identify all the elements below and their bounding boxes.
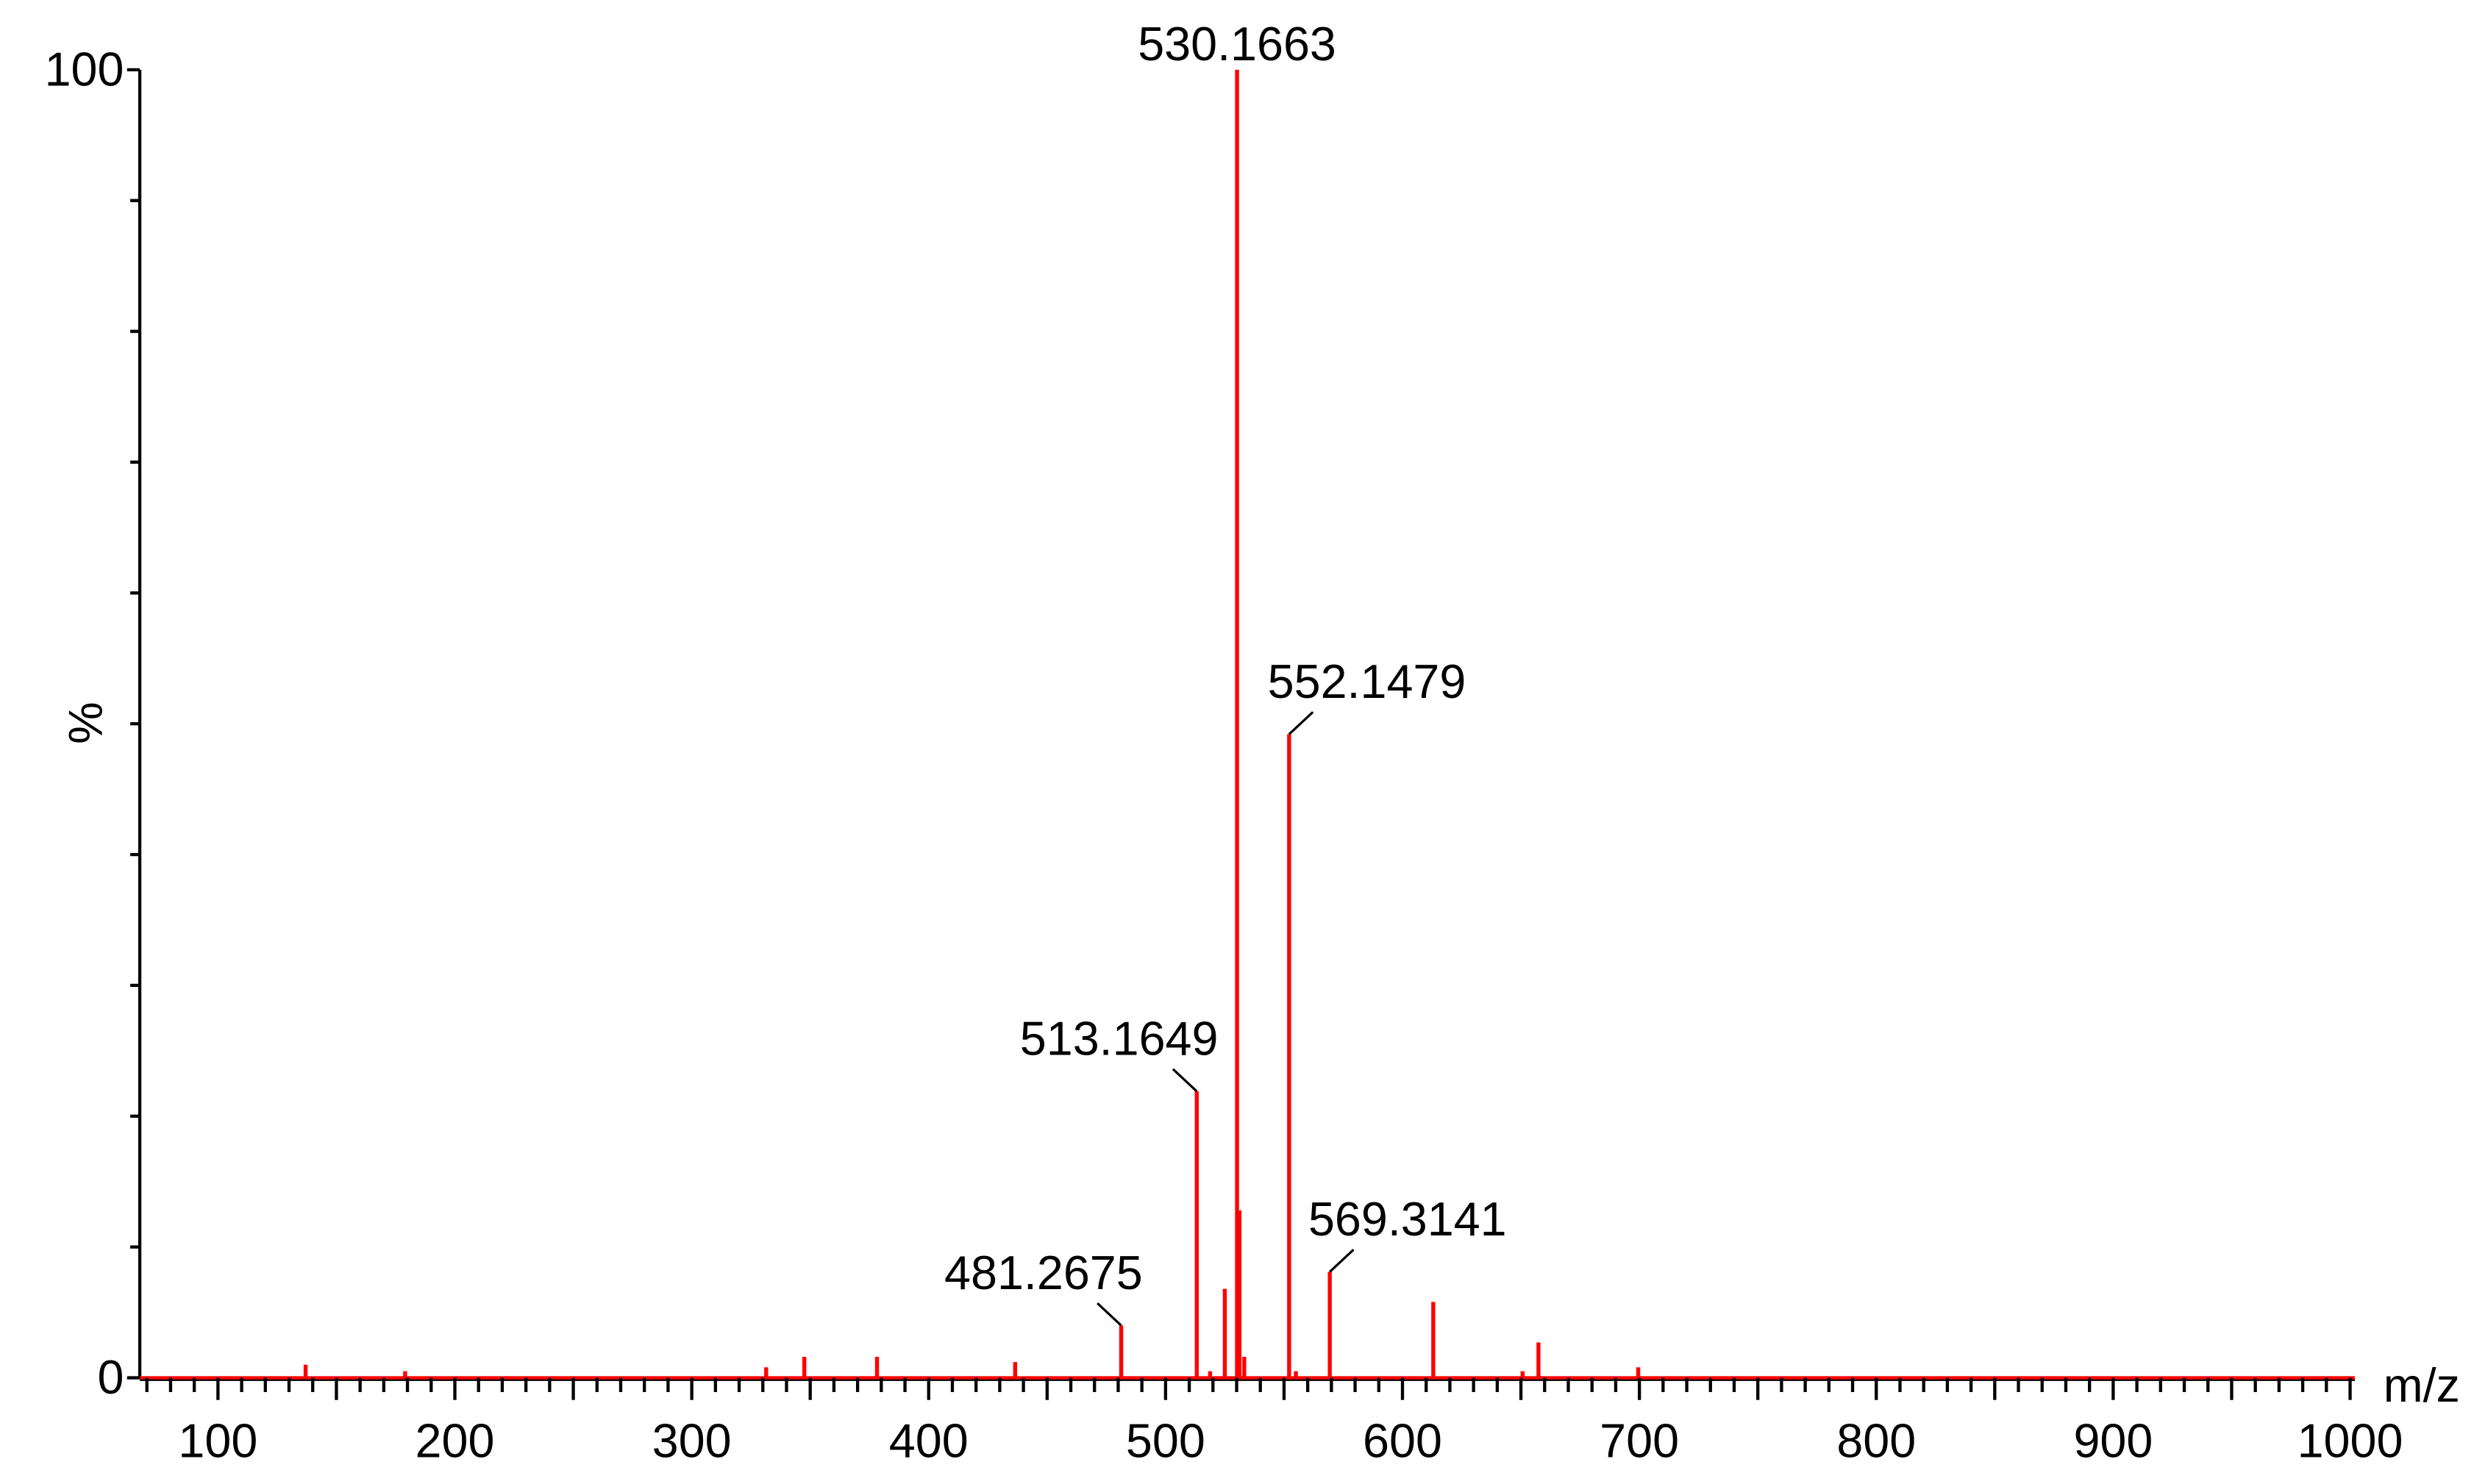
peak-leader	[1329, 1249, 1355, 1273]
y-tick-label: 0	[98, 1350, 124, 1404]
x-tick-label: 800	[1836, 1413, 1916, 1467]
peak-leader	[1288, 711, 1314, 735]
y-axis-label: %	[58, 702, 112, 744]
peak-leader	[1172, 1068, 1198, 1093]
x-tick-label: 600	[1363, 1413, 1442, 1467]
peak-label: 530.1663	[1138, 17, 1336, 71]
peak-label: 569.3141	[1308, 1192, 1507, 1246]
x-tick-label: 900	[2073, 1413, 2153, 1467]
x-tick-label: 500	[1126, 1413, 1205, 1467]
x-tick-label: 100	[178, 1413, 257, 1467]
peak-label: 481.2675	[944, 1246, 1143, 1299]
peak-label: 552.1479	[1268, 654, 1466, 708]
x-axis-label: m/z	[2384, 1358, 2460, 1412]
x-tick-label: 400	[889, 1413, 969, 1467]
peak-label: 513.1649	[1020, 1011, 1219, 1065]
x-tick-label: 200	[416, 1413, 495, 1467]
peak-leader	[1097, 1302, 1122, 1327]
y-tick-label: 100	[45, 42, 124, 96]
x-tick-label: 300	[652, 1413, 732, 1467]
x-tick-label: 700	[1600, 1413, 1679, 1467]
x-tick-label: 1000	[2297, 1413, 2403, 1467]
